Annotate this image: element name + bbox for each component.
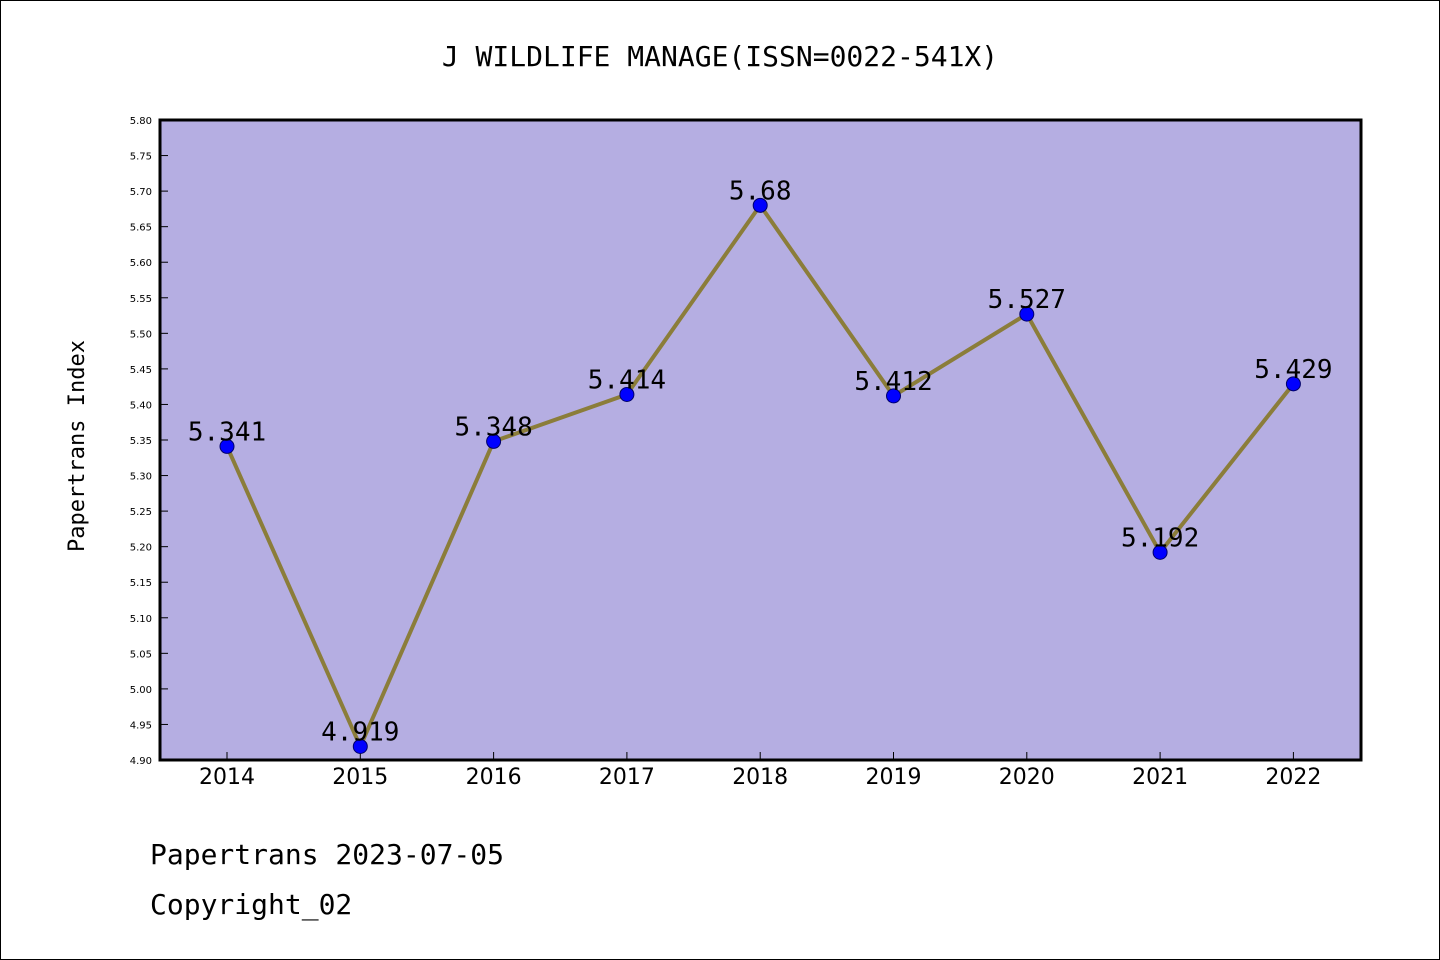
data-label: 5.527 xyxy=(988,285,1066,315)
y-axis: 4.90 4.95 5.00 5.05 5.10 5.15 5.20 5.25 5.30 5.35… xyxy=(130,116,168,767)
data-label: 4.919 xyxy=(321,717,399,747)
y-tick-label: 5.55 xyxy=(130,294,152,305)
y-tick-label: 5.25 xyxy=(130,507,152,518)
y-tick-label: 4.90 xyxy=(130,756,152,767)
y-tick-label: 5.30 xyxy=(130,472,152,483)
data-labels: 5.341 4.919 5.348 5.414 5.68 5.412 5.527 5.192 5… xyxy=(188,176,1333,747)
plot-border xyxy=(158,118,1363,762)
data-label: 5.68 xyxy=(729,176,792,206)
y-tick-label: 5.45 xyxy=(130,365,152,376)
plot-area xyxy=(160,120,1361,760)
data-point xyxy=(1019,306,1035,322)
footer-copyright: Copyright_02 xyxy=(150,888,352,922)
data-point xyxy=(219,438,235,454)
x-tick-label: 2019 xyxy=(866,765,922,790)
x-tick-label: 2021 xyxy=(1132,765,1188,790)
data-label: 5.192 xyxy=(1121,523,1199,553)
footer-date: Papertrans 2023-07-05 xyxy=(150,838,504,871)
chart-title: J WILDLIFE MANAGE(ISSN=0022-541X) xyxy=(442,40,998,73)
data-label: 5.348 xyxy=(454,412,532,442)
y-tick-label: 5.05 xyxy=(130,649,152,660)
data-point xyxy=(1285,376,1301,392)
x-tick-label: 2022 xyxy=(1265,765,1321,790)
x-tick-label: 2018 xyxy=(732,765,788,790)
y-tick-label: 5.80 xyxy=(130,116,152,127)
y-tick-label: 5.35 xyxy=(130,436,152,447)
data-label: 5.341 xyxy=(188,417,266,447)
data-label: 5.429 xyxy=(1254,355,1332,385)
y-tick-label: 5.20 xyxy=(130,543,152,554)
data-point xyxy=(619,386,635,402)
y-axis-label: Papertrans Index xyxy=(65,340,90,552)
data-point xyxy=(752,197,768,213)
markers xyxy=(219,197,1301,754)
x-tick-label: 2017 xyxy=(599,765,655,790)
y-tick-label: 5.10 xyxy=(130,614,152,625)
data-point xyxy=(352,738,368,754)
y-tick-label: 5.75 xyxy=(130,152,152,163)
data-point xyxy=(1152,544,1168,560)
y-tick-label: 5.00 xyxy=(130,685,152,696)
x-tick-label: 2015 xyxy=(332,765,388,790)
data-point xyxy=(886,388,901,404)
y-tick-label: 5.60 xyxy=(130,258,152,269)
y-tick-label: 5.65 xyxy=(130,223,152,234)
y-tick-label: 5.70 xyxy=(130,187,152,198)
data-label: 5.414 xyxy=(588,365,666,395)
y-tick-label: 5.15 xyxy=(130,578,152,589)
data-label: 5.412 xyxy=(854,367,932,397)
y-tick-label: 5.40 xyxy=(130,400,152,411)
x-tick-label: 2020 xyxy=(999,765,1055,790)
y-tick-label: 4.95 xyxy=(130,720,152,731)
x-tick-label: 2016 xyxy=(466,765,522,790)
x-tick-label: 2014 xyxy=(199,765,255,790)
y-tick-label: 5.50 xyxy=(130,329,152,340)
x-axis: 2014 2015 2016 2017 2018 2019 2020 2021 2022 xyxy=(199,752,1321,790)
data-point xyxy=(486,433,502,449)
